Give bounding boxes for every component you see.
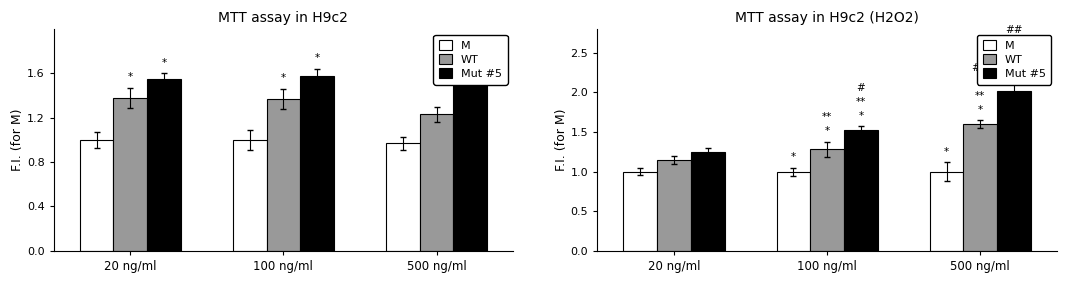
Title: MTT assay in H9c2: MTT assay in H9c2 [219, 11, 348, 25]
Legend: M, WT, Mut #5: M, WT, Mut #5 [434, 35, 507, 85]
Text: *: * [977, 105, 983, 115]
Text: *: * [281, 73, 286, 83]
Y-axis label: F.I. (for M): F.I. (for M) [555, 109, 568, 171]
Bar [267, 99, 300, 251]
Text: *: * [161, 58, 167, 68]
Bar [300, 76, 334, 251]
Bar [998, 91, 1031, 251]
Bar [844, 130, 878, 251]
Bar [113, 98, 147, 251]
Text: *: * [1011, 66, 1017, 76]
Text: #: # [857, 83, 865, 93]
Bar [930, 172, 963, 251]
Text: *: * [859, 111, 863, 121]
Y-axis label: F.I. (for M): F.I. (for M) [11, 109, 25, 171]
Bar [776, 172, 811, 251]
Bar [454, 82, 487, 251]
Text: **: ** [975, 91, 986, 101]
Text: ##: ## [1005, 24, 1023, 35]
Text: ##: ## [972, 63, 989, 73]
Bar [657, 160, 691, 251]
Text: *: * [791, 152, 796, 162]
Bar [233, 140, 267, 251]
Text: *: * [315, 53, 319, 63]
Bar [624, 172, 657, 251]
Bar [147, 79, 180, 251]
Text: **: ** [855, 97, 866, 107]
Title: MTT assay in H9c2 (H2O2): MTT assay in H9c2 (H2O2) [735, 11, 920, 25]
Bar [386, 143, 420, 251]
Bar [420, 114, 454, 251]
Text: *: * [468, 61, 473, 71]
Text: **: ** [822, 112, 832, 122]
Text: **: ** [1009, 52, 1019, 62]
Text: *: * [944, 147, 949, 156]
Bar [963, 124, 998, 251]
Text: #: # [976, 77, 985, 87]
Text: *: * [824, 126, 830, 136]
Text: #: # [1009, 38, 1019, 48]
Bar [80, 140, 113, 251]
Bar [811, 149, 844, 251]
Bar [691, 152, 724, 251]
Legend: M, WT, Mut #5: M, WT, Mut #5 [977, 35, 1051, 85]
Text: *: * [128, 72, 132, 82]
